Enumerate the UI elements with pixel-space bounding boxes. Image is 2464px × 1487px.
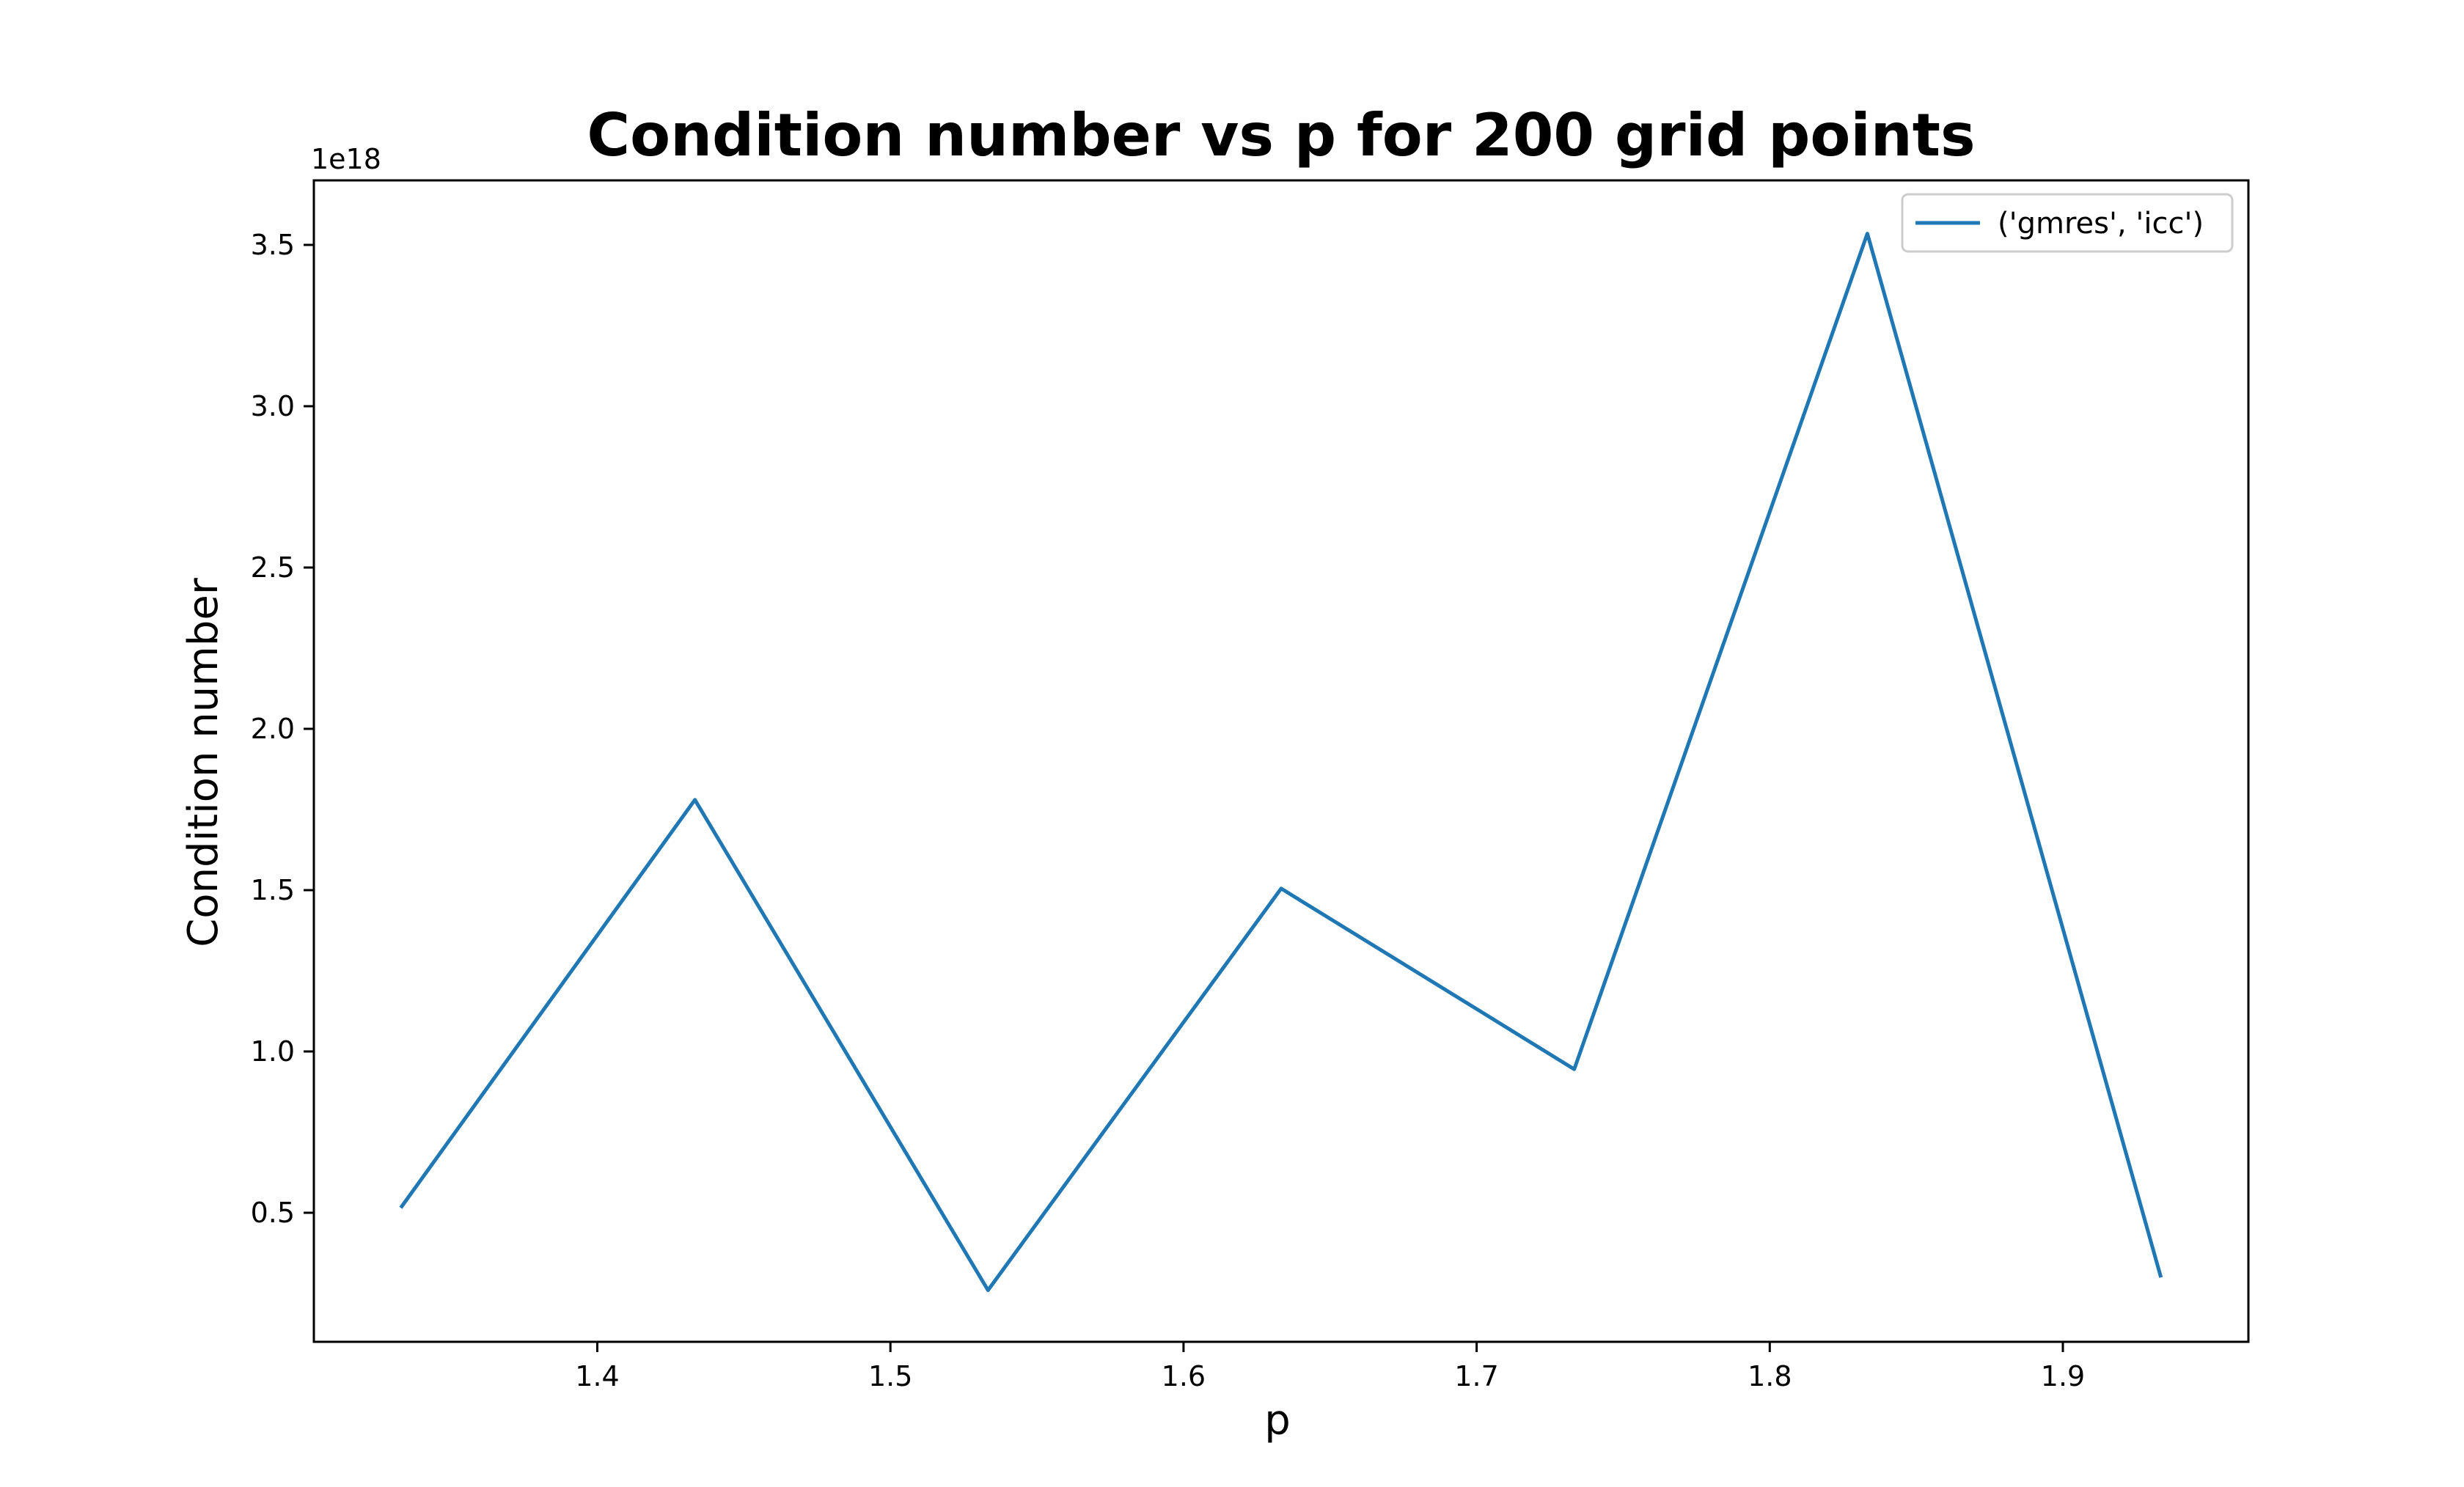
x-tick-label: 1.7 [1454, 1360, 1498, 1392]
legend-box [1901, 193, 2234, 253]
y-tick-label: 2.0 [251, 713, 295, 745]
x-tick-label: 1.9 [2041, 1360, 2085, 1392]
y-tick-label: 0.5 [251, 1197, 295, 1229]
chart-title: Condition number vs p for 200 grid point… [587, 101, 1975, 169]
legend-label-gmres-icc: ('gmres', 'icc') [1998, 207, 2204, 241]
y-tick-label: 1.5 [251, 874, 295, 906]
series-line-0 [399, 232, 2163, 1293]
y-axis: 0.5 1.0 1.5 2.0 2.5 3.0 3.5 [251, 229, 314, 1229]
y-tick-label: 2.5 [251, 551, 295, 584]
y-tick-label: 1.0 [251, 1035, 295, 1068]
legend: ('gmres', 'icc') [1901, 193, 2234, 253]
x-tick-label: 1.6 [1162, 1360, 1206, 1392]
x-tick-label: 1.5 [868, 1360, 912, 1392]
y-axis-label: Condition number [180, 577, 227, 947]
plot-area [312, 179, 2250, 1343]
series-layer [399, 232, 2163, 1293]
y-offset-label: 1e18 [311, 143, 381, 175]
x-tick-label: 1.4 [575, 1360, 619, 1392]
y-tick-label: 3.5 [251, 229, 295, 261]
x-axis: 1.4 1.5 1.6 1.7 1.8 1.9 [575, 1342, 2085, 1392]
y-tick-label: 3.0 [251, 390, 295, 422]
x-tick-label: 1.8 [1748, 1360, 1792, 1392]
x-axis-label: p [1264, 1397, 1291, 1444]
